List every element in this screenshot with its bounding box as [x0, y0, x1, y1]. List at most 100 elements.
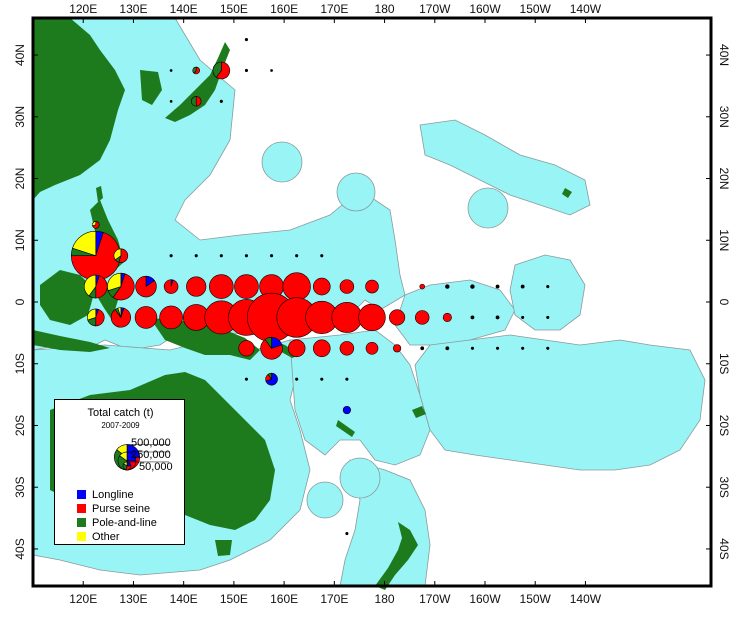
legend-scale-pie: [122, 461, 132, 471]
catch-dot: [345, 377, 349, 381]
catch-pie: [295, 254, 299, 258]
pie-slice: [260, 339, 283, 360]
legend-scale-label-large: 500,000: [131, 437, 171, 449]
pie-slice: [339, 341, 355, 356]
land-tasmania: [215, 540, 232, 556]
catch-pie: [238, 340, 255, 357]
catch-dot: [470, 315, 475, 320]
catch-pie: [342, 405, 351, 415]
catch-dot: [521, 315, 525, 319]
catch-pie: [389, 309, 406, 326]
lat-tick-label-left: 40S: [13, 538, 27, 559]
catch-pie: [470, 284, 475, 289]
lat-tick-label-left: 0: [13, 298, 27, 305]
legend-swatch-longline: [77, 490, 86, 499]
lon-tick-label-top: 150W: [520, 2, 552, 16]
pie-slice: [110, 307, 131, 328]
land-korea: [140, 70, 162, 105]
catch-pie: [83, 274, 108, 299]
lat-tick-label-left: 20S: [13, 415, 27, 436]
catch-dot: [169, 254, 173, 258]
pie-slice: [339, 279, 355, 294]
catch-pie: [287, 339, 306, 358]
catch-pie: [244, 68, 248, 73]
pie-slice: [92, 221, 97, 227]
catch-pie: [244, 38, 248, 42]
catch-dot: [244, 377, 248, 381]
lon-tick-label-bottom: 120E: [69, 592, 97, 606]
eez-hawaii: [419, 119, 591, 216]
catch-pies: [70, 38, 550, 536]
catch-pie: [365, 279, 379, 294]
legend-label-pole-and-line: Pole-and-line: [92, 516, 157, 529]
legend-scale-label-small: 50,000: [139, 461, 173, 473]
catch-pie: [194, 254, 198, 258]
legend-item-pole-and-line: Pole-and-line: [77, 516, 157, 529]
catch-pie: [365, 342, 379, 355]
catch-pie: [496, 346, 500, 350]
catch-dot: [521, 346, 525, 350]
catch-dot: [270, 69, 273, 72]
catch-pie: [110, 307, 131, 328]
catch-pie: [163, 279, 179, 294]
catch-dot: [244, 68, 248, 73]
catch-pie: [470, 346, 474, 350]
catch-pie: [295, 377, 299, 381]
lon-tick-label-bottom: 150W: [520, 592, 552, 606]
pie-slice: [123, 461, 128, 467]
catch-pie: [320, 377, 324, 381]
catch-pie: [186, 276, 207, 297]
catch-pie: [420, 346, 425, 351]
pie-slice: [113, 248, 122, 261]
legend-swatch-purse-seine: [77, 504, 86, 513]
catch-pie: [192, 66, 200, 75]
lon-tick-label-bottom: 180: [375, 592, 395, 606]
lat-tick-label-left: 30N: [13, 106, 27, 128]
catch-pie: [87, 308, 105, 327]
catch-dot: [320, 377, 324, 381]
catch-pie: [520, 284, 525, 289]
pie-slice: [238, 340, 255, 357]
catch-pie: [113, 248, 129, 263]
pie-slice: [192, 66, 197, 74]
pie-slice: [234, 274, 259, 299]
pie-slice: [312, 339, 331, 358]
land-new-guinea: [150, 318, 260, 360]
pie-slice: [134, 306, 158, 329]
pie-slice: [87, 308, 97, 321]
land-asia: [33, 18, 125, 200]
eez-polynesia-north: [394, 279, 516, 346]
catch-pie: [495, 284, 500, 289]
lon-tick-label-top: 140W: [570, 2, 602, 16]
eez-melanesia: [289, 329, 431, 466]
catch-pie: [244, 254, 248, 258]
lon-tick-label-bottom: 160W: [469, 592, 501, 606]
pie-slice: [135, 275, 157, 298]
legend-scale-label-medium: 250,000: [131, 449, 171, 461]
catch-pie: [546, 346, 550, 350]
catch-pie: [358, 303, 386, 332]
catch-dot: [219, 254, 223, 258]
pie-slice: [393, 344, 402, 353]
legend-scale-graphic: [113, 444, 169, 471]
lon-tick-label-bottom: 160E: [270, 592, 298, 606]
legend-label-other: Other: [92, 530, 120, 543]
catch-dot: [520, 284, 525, 289]
catch-dot: [219, 99, 223, 103]
lat-tick-label-left: 30S: [13, 477, 27, 498]
pie-slice: [186, 276, 207, 297]
catch-pie: [135, 275, 157, 298]
legend-years: 2007-2009: [101, 421, 140, 430]
catch-pie: [521, 315, 525, 319]
catch-pie: [219, 254, 223, 258]
catch-dot: [194, 254, 198, 258]
pie-slice: [282, 272, 311, 301]
catch-pie: [312, 339, 331, 358]
catch-pie: [339, 341, 355, 356]
lon-tick-label-bottom: 170E: [320, 592, 348, 606]
pie-slice: [83, 274, 97, 297]
lat-tick-label-right: 40S: [717, 538, 731, 559]
lon-tick-label-top: 160W: [469, 2, 501, 16]
land-taiwan: [96, 186, 103, 202]
pie-slice: [389, 309, 406, 326]
